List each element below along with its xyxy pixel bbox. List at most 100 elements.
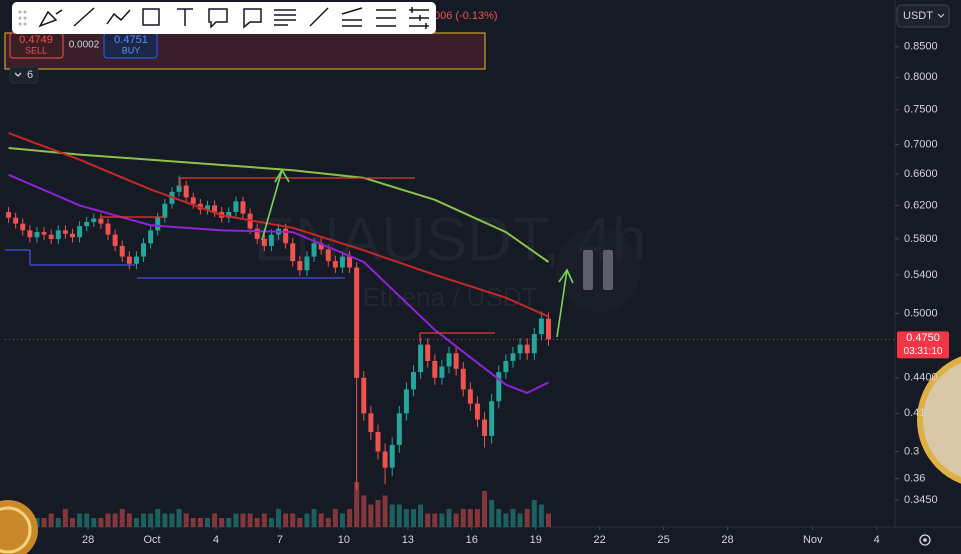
path-tool[interactable] xyxy=(106,9,131,25)
volume-bar xyxy=(290,513,296,527)
sell-label: SELL xyxy=(25,45,47,55)
callout-tool[interactable] xyxy=(208,8,228,29)
fib-tool[interactable] xyxy=(274,9,296,26)
volume-bar xyxy=(233,513,239,527)
volume-bar xyxy=(133,518,139,527)
volume-bar xyxy=(84,513,90,527)
lines-tool[interactable] xyxy=(376,9,396,27)
x-tick-label: 28 xyxy=(721,534,733,546)
volume-bar xyxy=(261,513,267,527)
y-tick-label: 0.36 xyxy=(904,473,925,485)
volume-bar xyxy=(268,518,274,527)
candle-body xyxy=(126,256,132,264)
ray-tool[interactable] xyxy=(309,7,329,27)
last-price-badge xyxy=(897,331,949,359)
x-tick-label: 25 xyxy=(657,534,669,546)
drag-handle[interactable] xyxy=(18,10,27,26)
channel-tool[interactable] xyxy=(341,7,363,27)
candle-body xyxy=(133,256,139,264)
drawing-toolbar xyxy=(12,2,436,34)
candle-body xyxy=(41,232,47,235)
drawings xyxy=(5,168,574,342)
volume-bar xyxy=(460,509,466,527)
trend-line-tool[interactable] xyxy=(73,7,95,27)
volume-bar xyxy=(276,509,282,527)
candle-body xyxy=(418,344,424,373)
candle-body xyxy=(62,230,68,234)
candle-body xyxy=(531,334,537,354)
candle-body xyxy=(354,267,360,378)
volume-bar xyxy=(332,509,338,527)
text-tool[interactable] xyxy=(177,8,193,26)
pause-icon xyxy=(556,228,640,312)
volume-bar xyxy=(453,513,459,527)
candle-body xyxy=(204,205,210,210)
spread: 0.0002 xyxy=(69,40,100,51)
currency-label: USDT xyxy=(903,10,933,22)
volume-bar xyxy=(219,518,225,527)
candle-body xyxy=(233,201,239,212)
watermark-name: Ethena / USDT xyxy=(363,282,538,312)
candle-body xyxy=(70,233,75,238)
candle-body xyxy=(524,344,530,354)
buy-label: BUY xyxy=(122,45,141,55)
candle-body xyxy=(48,234,54,239)
candle-body xyxy=(389,444,395,468)
volume-bar xyxy=(396,504,402,527)
change-text: 006 (-0.13%) xyxy=(434,10,498,22)
candle-body xyxy=(112,234,118,246)
volume-bar xyxy=(418,504,424,527)
buy-price: 0.4751 xyxy=(114,34,148,46)
candle-body xyxy=(332,261,338,268)
volume-bar xyxy=(325,518,331,527)
candle-body xyxy=(55,230,61,239)
volume-bar xyxy=(254,518,260,527)
currency-selector[interactable]: USDT xyxy=(896,4,950,28)
candle-body xyxy=(311,243,317,257)
candle-body xyxy=(510,353,516,361)
volume-bar xyxy=(162,513,168,527)
candle-body xyxy=(546,318,551,340)
volume-bar xyxy=(339,513,345,527)
candle-body xyxy=(474,403,480,420)
candle-body xyxy=(489,401,495,436)
indicator-count: 6 xyxy=(27,69,33,81)
candle-body xyxy=(240,201,246,214)
webcam-overlay xyxy=(917,356,961,484)
volume-bar xyxy=(474,509,480,527)
candle-body xyxy=(254,228,260,239)
candle-body xyxy=(119,245,125,257)
rectangle-tool[interactable] xyxy=(142,8,160,26)
brush-tool[interactable] xyxy=(38,9,63,28)
buy-button[interactable]: 0.4751 BUY xyxy=(103,32,158,59)
indicators-toggle[interactable]: 6 xyxy=(9,66,39,84)
candle-body xyxy=(176,185,182,192)
sell-button[interactable]: 0.4749 SELL xyxy=(9,32,64,59)
volume-bar xyxy=(141,513,147,527)
note-tool[interactable] xyxy=(243,8,262,29)
order-panel xyxy=(4,32,486,70)
x-tick-label: 10 xyxy=(338,534,350,546)
x-tick-label: 16 xyxy=(466,534,478,546)
y-tick-label: 0.41 xyxy=(904,407,925,419)
volume-bar xyxy=(425,513,431,527)
candle-body xyxy=(98,218,104,224)
settings-tool[interactable] xyxy=(409,7,429,29)
y-tick-label: 0.7500 xyxy=(904,104,938,116)
candle-body xyxy=(212,205,218,212)
volume-bar xyxy=(119,509,125,527)
candle-body xyxy=(325,249,331,262)
settings-gear[interactable] xyxy=(919,534,931,546)
volume-bar xyxy=(411,509,416,527)
candle-body xyxy=(318,243,324,250)
volume-bar xyxy=(354,482,360,527)
candle-body xyxy=(339,256,345,268)
volume-bar xyxy=(48,513,54,527)
volume-bar xyxy=(91,518,97,527)
candle-body xyxy=(84,221,90,227)
y-tick-label: 0.5400 xyxy=(904,269,938,281)
volume-bar xyxy=(126,513,132,527)
volume-bar xyxy=(524,509,530,527)
volume-bar xyxy=(204,518,210,527)
candle-body xyxy=(77,226,83,238)
